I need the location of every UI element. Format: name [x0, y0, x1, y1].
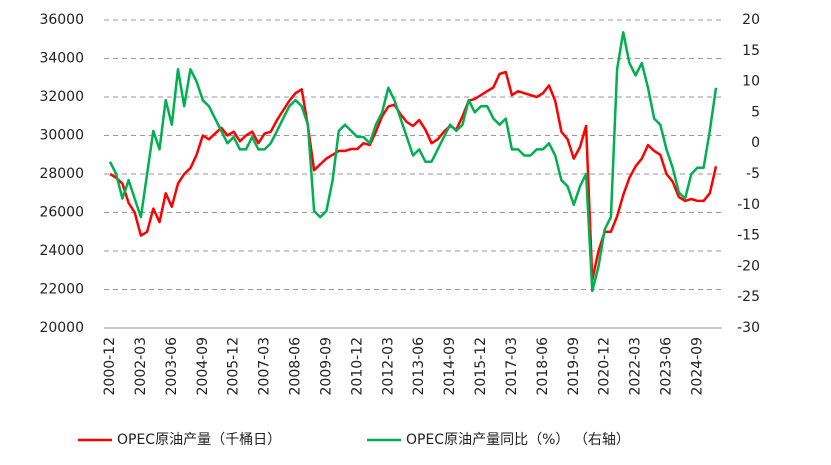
- y-tick-label: 24000: [39, 243, 84, 259]
- x-tick-label: 2018-06: [535, 337, 551, 396]
- y2-tick-label: -5: [746, 166, 760, 182]
- y-tick-label: 22000: [39, 282, 84, 298]
- x-tick-label: 2008-06: [288, 337, 304, 396]
- x-tick-label: 2003-06: [164, 337, 180, 396]
- x-tick-label: 2010-12: [349, 337, 365, 396]
- y2-tick-label: 0: [751, 135, 760, 151]
- x-tick-label: 2015-12: [473, 337, 489, 396]
- x-tick-label: 2022-03: [628, 337, 644, 396]
- x-tick-label: 2004-09: [195, 337, 211, 396]
- x-tick-label: 2000-12: [102, 337, 118, 396]
- y-tick-label: 28000: [39, 166, 84, 182]
- x-tick-label: 2007-03: [257, 337, 273, 396]
- x-tick-label: 2014-09: [442, 337, 458, 396]
- x-tick-label: 2017-03: [504, 337, 520, 396]
- x-tick-label: 2020-12: [597, 337, 613, 396]
- x-tick-label: 2023-06: [659, 337, 675, 396]
- y2-tick-label: 10: [742, 74, 760, 90]
- y2-tick-label: -20: [737, 258, 760, 274]
- x-tick-label: 2012-03: [380, 337, 396, 396]
- y-tick-label: 20000: [39, 320, 84, 336]
- legend-label: OPEC原油产量（千桶日）: [117, 432, 281, 448]
- x-tick-label: 2009-09: [318, 337, 334, 396]
- y-tick-label: 32000: [39, 89, 84, 105]
- data-line: [109, 70, 718, 282]
- y2-tick-label: -10: [737, 197, 760, 213]
- y-tick-label: 34000: [39, 51, 84, 67]
- legend-label: OPEC原油产量同比（%） （右轴）: [406, 432, 630, 448]
- y2-tick-label: -15: [737, 228, 760, 244]
- y2-tick-label: 20: [742, 12, 760, 28]
- y-tick-label: 36000: [39, 12, 84, 28]
- x-tick-label: 2005-12: [226, 337, 242, 396]
- y-tick-label: 30000: [39, 128, 84, 144]
- x-tick-label: 2019-09: [566, 337, 582, 396]
- data-line: [108, 31, 718, 293]
- x-tick-label: 2024-09: [689, 337, 705, 396]
- y2-tick-label: -25: [737, 289, 760, 305]
- x-tick-label: 2013-06: [411, 337, 427, 396]
- x-tick-label: 2002-03: [133, 337, 149, 396]
- y-tick-label: 26000: [39, 205, 84, 221]
- y2-tick-label: 5: [751, 104, 760, 120]
- y2-tick-label: 15: [742, 43, 760, 59]
- y2-tick-label: -30: [737, 320, 760, 336]
